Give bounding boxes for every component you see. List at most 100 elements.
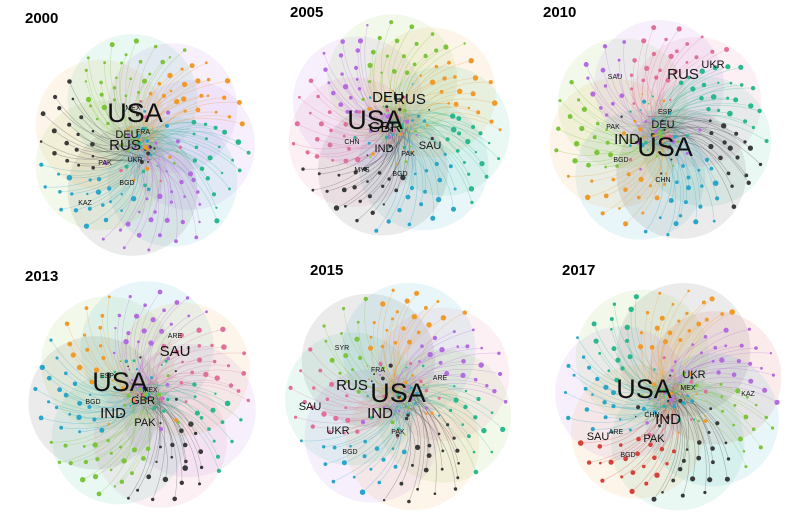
- network-edge: [133, 154, 197, 238]
- network-node: [212, 359, 217, 364]
- network-node: [164, 217, 170, 223]
- network-node: [476, 110, 481, 115]
- network-edge: [410, 388, 506, 411]
- network-edge: [331, 360, 409, 390]
- network-node: [109, 451, 113, 455]
- network-edge: [137, 330, 157, 387]
- network-edge: [290, 387, 411, 409]
- network-node: [468, 186, 475, 192]
- network-node: [611, 346, 617, 352]
- network-node: [404, 119, 410, 124]
- country-label-kaz: KAZ: [741, 391, 755, 398]
- network-node: [121, 386, 125, 390]
- network-node: [179, 428, 184, 434]
- network-node: [103, 61, 106, 65]
- network-edge: [343, 308, 413, 395]
- network-edge: [645, 116, 737, 135]
- network-edge: [661, 313, 688, 407]
- network-node: [597, 444, 603, 449]
- network-node: [453, 101, 459, 107]
- network-edge: [682, 311, 733, 402]
- network-node: [160, 59, 165, 65]
- network-edge: [667, 49, 727, 136]
- network-edge: [394, 390, 503, 430]
- network-node: [758, 445, 763, 450]
- network-node: [403, 108, 407, 113]
- cluster-haze: [93, 374, 227, 508]
- network-node: [395, 162, 398, 165]
- network-edge: [641, 332, 661, 396]
- network-node: [198, 220, 201, 224]
- network-node: [667, 394, 672, 399]
- network-edge: [404, 125, 473, 203]
- network-node: [199, 465, 204, 470]
- network-node: [673, 360, 677, 364]
- network-edge: [660, 99, 736, 124]
- network-edge: [301, 389, 410, 442]
- network-edge: [92, 155, 139, 162]
- network-edge: [670, 127, 747, 176]
- network-edge: [341, 333, 401, 391]
- country-label-mys: MYS: [354, 167, 370, 174]
- network-node: [87, 405, 92, 409]
- network-edge: [387, 361, 464, 412]
- network-edge: [399, 111, 448, 140]
- network-node: [386, 219, 391, 224]
- network-node: [402, 145, 407, 150]
- network-edge: [144, 137, 240, 171]
- network-node: [688, 371, 693, 377]
- network-node: [673, 221, 679, 227]
- network-node: [653, 368, 656, 371]
- network-node: [591, 393, 594, 396]
- network-node: [426, 453, 432, 458]
- network-node: [138, 154, 141, 157]
- network-node: [629, 73, 634, 77]
- network-node: [453, 397, 459, 403]
- network-edge: [146, 83, 160, 153]
- network-node: [391, 133, 394, 136]
- network-edge: [101, 94, 141, 159]
- network-edge: [583, 356, 685, 388]
- network-node: [666, 147, 669, 150]
- network-node: [460, 372, 466, 378]
- network-node: [367, 62, 373, 68]
- country-label-rus: RUS: [667, 66, 699, 83]
- network-node: [70, 352, 76, 358]
- network-node: [662, 99, 666, 103]
- network-edge: [385, 403, 401, 449]
- network-edge: [650, 70, 661, 126]
- network-edge: [72, 98, 145, 141]
- network-edge: [323, 399, 391, 448]
- network-node: [321, 411, 327, 417]
- network-node: [456, 476, 460, 480]
- network-node: [408, 412, 411, 415]
- network-node: [603, 84, 608, 88]
- network-node: [207, 427, 211, 431]
- network-node: [390, 126, 393, 129]
- network-edge: [124, 159, 146, 248]
- network-edge: [388, 396, 466, 413]
- network-node: [700, 351, 703, 355]
- network-node: [174, 370, 177, 373]
- network-edge: [133, 84, 185, 159]
- network-node: [57, 106, 62, 111]
- network-node: [600, 478, 605, 483]
- network-edge: [69, 143, 156, 179]
- network-node: [464, 389, 468, 393]
- network-edge: [388, 329, 474, 391]
- network-node: [693, 219, 699, 225]
- network-node: [462, 161, 466, 164]
- network-node: [322, 51, 326, 55]
- network-node: [411, 119, 414, 122]
- network-node: [358, 199, 362, 203]
- network-node: [748, 361, 753, 366]
- network-node: [664, 172, 667, 175]
- network-node: [690, 376, 694, 380]
- network-node: [129, 404, 132, 407]
- network-node: [189, 63, 195, 69]
- network-node: [107, 422, 110, 426]
- network-node: [586, 460, 592, 465]
- network-edge: [145, 147, 230, 190]
- network-node: [124, 359, 129, 364]
- network-edge: [406, 301, 439, 404]
